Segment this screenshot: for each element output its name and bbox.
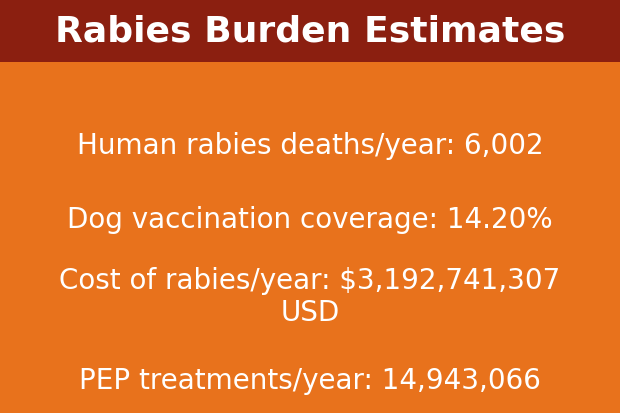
Text: Rabies Burden Estimates: Rabies Burden Estimates xyxy=(55,14,565,48)
Text: Cost of rabies/year: $3,192,741,307
USD: Cost of rabies/year: $3,192,741,307 USD xyxy=(60,267,560,328)
Bar xyxy=(0,0,620,62)
Text: Dog vaccination coverage: 14.20%: Dog vaccination coverage: 14.20% xyxy=(67,206,553,234)
Text: PEP treatments/year: 14,943,066: PEP treatments/year: 14,943,066 xyxy=(79,368,541,395)
Text: Human rabies deaths/year: 6,002: Human rabies deaths/year: 6,002 xyxy=(77,132,543,160)
